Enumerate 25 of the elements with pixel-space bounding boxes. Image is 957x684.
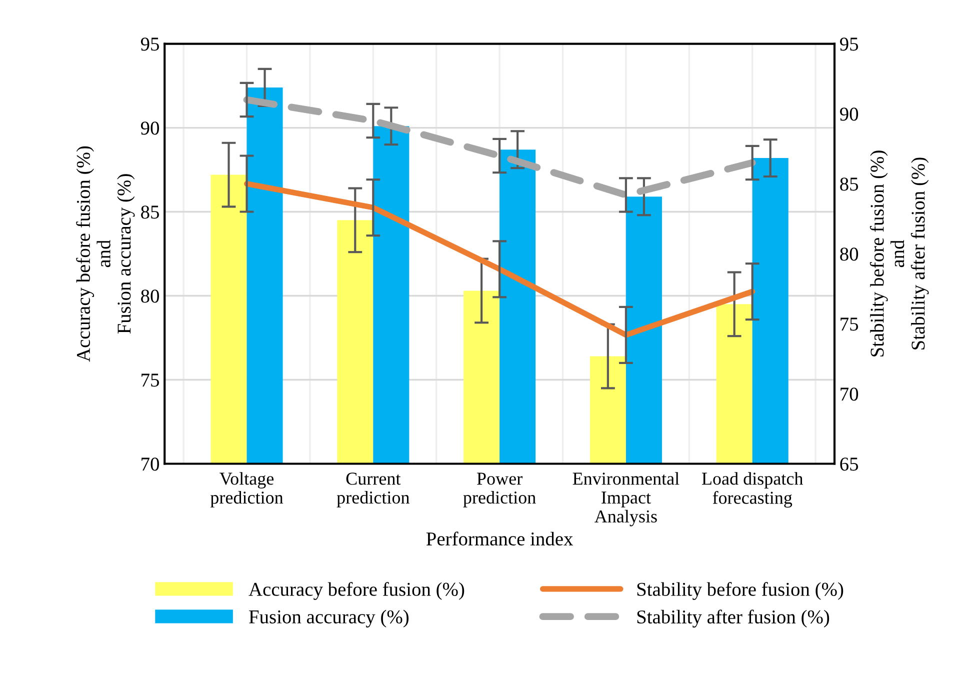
y-axis-title: Accuracy before fusion (%) and Fusion accuracy (%) [76,146,135,362]
x-tick-label: Environmental Impact Analysis [572,472,680,526]
y2-tick-label: 75 [840,318,858,331]
y2-tick-label: 80 [840,248,858,261]
legend-label: Fusion accuracy (%) [249,610,409,628]
y2-tick-label: 90 [840,108,858,121]
x-tick-label: Voltage prediction [210,472,284,508]
y-tick-label: 95 [140,38,159,51]
y2-tick-label: 65 [840,458,858,471]
y-tick-label: 85 [141,206,159,219]
y-tick-label: 70 [142,458,159,471]
x-tick-label: Load dispatch forecasting [702,472,803,508]
legend-label: Stability after fusion (%) [637,610,830,628]
x-axis-title: Performance index [426,532,574,546]
legend-label: Accuracy before fusion (%) [248,582,464,600]
y-tick-label: 80 [141,290,159,303]
y2-tick-label: 85 [840,178,858,191]
y2-tick-label: 95 [840,38,858,51]
x-tick-label: Current prediction [336,472,410,508]
y2-tick-label: 70 [840,388,858,401]
legend-label: Stability before fusion (%) [637,582,844,600]
x-tick-label: Power prediction [463,472,536,508]
y2-axis-title: Stability before fusion (%) and Stability after fusion (%) [870,150,929,356]
y-tick-label: 75 [142,374,159,387]
y-tick-label: 90 [140,122,159,135]
